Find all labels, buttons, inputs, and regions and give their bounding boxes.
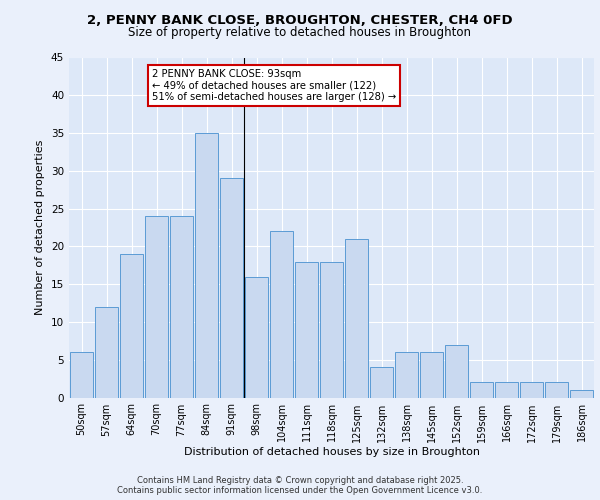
Bar bbox=[345, 239, 368, 398]
Text: 2 PENNY BANK CLOSE: 93sqm
← 49% of detached houses are smaller (122)
51% of semi: 2 PENNY BANK CLOSE: 93sqm ← 49% of detac… bbox=[151, 69, 396, 102]
Bar bbox=[245, 276, 268, 398]
Bar bbox=[445, 344, 468, 398]
Bar bbox=[270, 232, 293, 398]
Bar bbox=[170, 216, 193, 398]
Bar bbox=[420, 352, 443, 398]
Text: Contains HM Land Registry data © Crown copyright and database right 2025.
Contai: Contains HM Land Registry data © Crown c… bbox=[118, 476, 482, 495]
Y-axis label: Number of detached properties: Number of detached properties bbox=[35, 140, 46, 315]
Text: 2, PENNY BANK CLOSE, BROUGHTON, CHESTER, CH4 0FD: 2, PENNY BANK CLOSE, BROUGHTON, CHESTER,… bbox=[87, 14, 513, 27]
Bar bbox=[70, 352, 93, 398]
Bar bbox=[145, 216, 168, 398]
Bar bbox=[495, 382, 518, 398]
Bar bbox=[520, 382, 543, 398]
Bar bbox=[320, 262, 343, 398]
Bar bbox=[570, 390, 593, 398]
Bar bbox=[295, 262, 318, 398]
Text: Size of property relative to detached houses in Broughton: Size of property relative to detached ho… bbox=[128, 26, 472, 39]
X-axis label: Distribution of detached houses by size in Broughton: Distribution of detached houses by size … bbox=[184, 448, 479, 458]
Bar bbox=[95, 307, 118, 398]
Bar bbox=[395, 352, 418, 398]
Bar bbox=[370, 368, 393, 398]
Bar bbox=[120, 254, 143, 398]
Bar bbox=[545, 382, 568, 398]
Bar bbox=[195, 133, 218, 398]
Bar bbox=[470, 382, 493, 398]
Bar bbox=[220, 178, 243, 398]
